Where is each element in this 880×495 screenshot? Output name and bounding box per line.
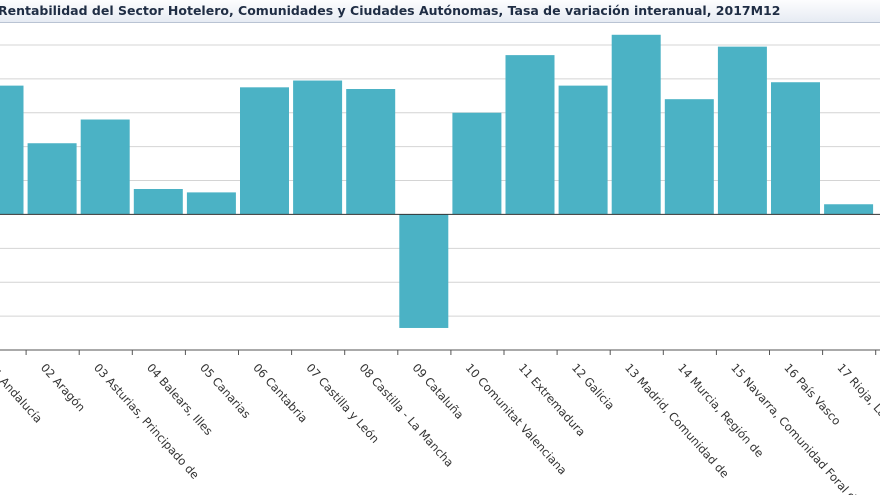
x-tick-label: 13 Madrid, Comunidad de [622, 361, 732, 481]
bar [717, 46, 767, 215]
x-tick-label: 02 Aragón [38, 361, 88, 415]
bar [240, 87, 289, 215]
bars [0, 34, 874, 328]
bar [346, 89, 396, 215]
bar [399, 214, 449, 328]
bar [0, 85, 24, 215]
x-tick-label: 06 Cantabria [250, 361, 310, 426]
bar [80, 119, 130, 215]
bar [558, 85, 608, 215]
bar [664, 99, 714, 215]
bar [771, 82, 820, 215]
bar [824, 204, 874, 215]
x-tick-label: 05 Canarias [197, 361, 253, 421]
bar [186, 192, 236, 215]
bar [133, 189, 183, 215]
x-tick-label: 08 Castilla - La Mancha [356, 361, 456, 470]
bar [611, 34, 661, 215]
chart-title-bar: Rentabilidad del Sector Hotelero, Comuni… [0, 0, 880, 23]
bar [293, 80, 343, 215]
x-tick-label: 09 Cataluña [410, 361, 467, 422]
bar [27, 143, 77, 215]
x-tick-label: 10 Comunitat Valenciana [463, 361, 570, 478]
bar [452, 112, 502, 215]
x-tick-label: 03 Asturias, Principado de [91, 361, 202, 482]
chart-title: Rentabilidad del Sector Hotelero, Comuni… [0, 3, 781, 18]
axes [0, 213, 880, 355]
x-tick-label: 12 Galicia [569, 361, 618, 413]
bar [505, 55, 555, 215]
x-tick-label: 17 Rioja, La [834, 361, 880, 421]
